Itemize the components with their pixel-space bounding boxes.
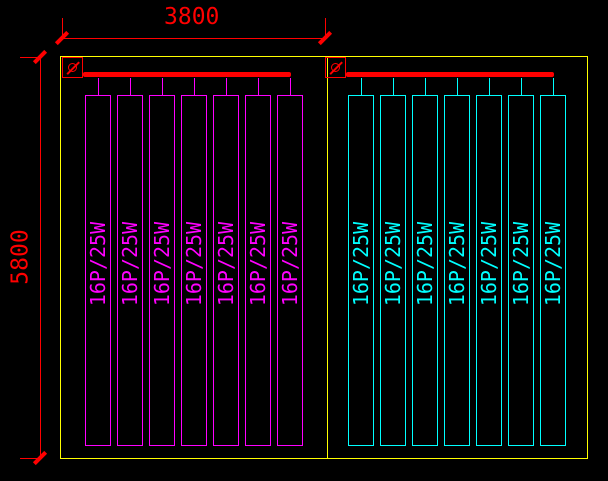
panel-label: 16P/25W <box>477 221 501 306</box>
breaker-panel: 16P/25W <box>508 78 534 446</box>
busbar-left <box>83 72 291 77</box>
breaker-panel: 16P/25W <box>476 78 502 446</box>
feeder-drop-line <box>520 78 522 96</box>
feeder-drop-line <box>97 78 99 96</box>
main-breaker-box-left <box>62 57 83 78</box>
feeder-drop-line <box>289 78 291 96</box>
breaker-panel: 16P/25W <box>348 78 374 446</box>
breaker-panel: 16P/25W <box>149 78 175 446</box>
feeder-drop-line <box>129 78 131 96</box>
dimension-width-label: 3800 <box>164 4 220 30</box>
panel-label: 16P/25W <box>413 221 437 306</box>
busbar-right <box>346 72 554 77</box>
feeder-drop-line <box>257 78 259 96</box>
panel-label: 16P/25W <box>349 221 373 306</box>
panel-label: 16P/25W <box>246 221 270 306</box>
panel-label: 16P/25W <box>509 221 533 306</box>
panel-label: 16P/25W <box>86 221 110 306</box>
feeder-drop-line <box>424 78 426 96</box>
breaker-panel: 16P/25W <box>213 78 239 446</box>
feeder-drop-line <box>456 78 458 96</box>
main-breaker-box-right <box>325 57 346 78</box>
panel-label: 16P/25W <box>278 221 302 306</box>
enclosure-outline <box>60 56 588 459</box>
panel-label: 16P/25W <box>445 221 469 306</box>
panel-row-left: 16P/25W 16P/25W 16P/25W 16P/25W 16P/25W 16P/2… <box>85 78 303 446</box>
panel-label: 16P/25W <box>541 221 565 306</box>
feeder-drop-line <box>193 78 195 96</box>
enclosure-divider-line <box>327 56 328 459</box>
breaker-panel: 16P/25W <box>444 78 470 446</box>
breaker-panel: 16P/25W <box>245 78 271 446</box>
breaker-panel: 16P/25W <box>181 78 207 446</box>
breaker-panel: 16P/25W <box>380 78 406 446</box>
panel-label: 16P/25W <box>150 221 174 306</box>
feeder-drop-line <box>552 78 554 96</box>
dimension-width-extension-left <box>62 18 63 38</box>
diameter-symbol-icon <box>331 63 340 72</box>
feeder-drop-line <box>392 78 394 96</box>
dimension-height-extension-top <box>20 57 42 58</box>
panel-label: 16P/25W <box>182 221 206 306</box>
panel-label: 16P/25W <box>118 221 142 306</box>
feeder-drop-line <box>225 78 227 96</box>
dimension-height-label: 5800 <box>7 229 34 285</box>
panel-row-right: 16P/25W 16P/25W 16P/25W 16P/25W 16P/25W 16P/2… <box>348 78 566 446</box>
dimension-width-line <box>62 38 325 39</box>
breaker-panel: 16P/25W <box>412 78 438 446</box>
breaker-panel: 16P/25W <box>85 78 111 446</box>
dimension-height-extension-bottom <box>20 458 42 459</box>
breaker-panel: 16P/25W <box>540 78 566 446</box>
breaker-panel: 16P/25W <box>277 78 303 446</box>
diameter-symbol-icon <box>68 63 77 72</box>
dimension-width-extension-right <box>325 18 326 38</box>
breaker-panel: 16P/25W <box>117 78 143 446</box>
panel-label: 16P/25W <box>214 221 238 306</box>
feeder-drop-line <box>488 78 490 96</box>
panel-label: 16P/25W <box>381 221 405 306</box>
dimension-height-line <box>40 57 41 458</box>
feeder-drop-line <box>161 78 163 96</box>
feeder-drop-line <box>360 78 362 96</box>
